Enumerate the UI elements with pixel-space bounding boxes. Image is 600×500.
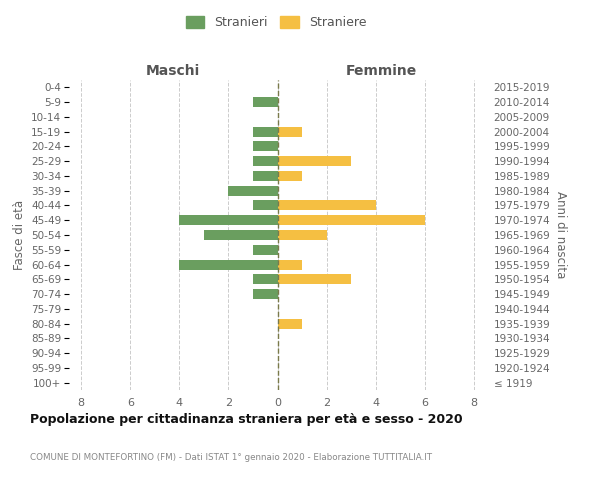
Bar [277,274,351,284]
Bar [277,318,302,328]
Bar [179,260,277,270]
Bar [204,230,277,240]
Y-axis label: Fasce di età: Fasce di età [13,200,26,270]
Bar [253,142,277,152]
Text: Maschi: Maschi [146,64,200,78]
Bar [253,171,277,181]
Legend: Stranieri, Straniere: Stranieri, Straniere [181,11,371,34]
Bar [229,186,277,196]
Bar [253,244,277,255]
Bar [277,200,376,210]
Bar [253,289,277,299]
Text: Popolazione per cittadinanza straniera per età e sesso - 2020: Popolazione per cittadinanza straniera p… [30,412,463,426]
Bar [277,156,351,166]
Text: Femmine: Femmine [346,64,418,78]
Bar [253,200,277,210]
Bar [179,215,277,226]
Bar [253,126,277,136]
Bar [277,230,326,240]
Bar [253,97,277,107]
Text: COMUNE DI MONTEFORTINO (FM) - Dati ISTAT 1° gennaio 2020 - Elaborazione TUTTITAL: COMUNE DI MONTEFORTINO (FM) - Dati ISTAT… [30,452,432,462]
Bar [277,260,302,270]
Bar [277,215,425,226]
Y-axis label: Anni di nascita: Anni di nascita [554,192,567,278]
Bar [277,171,302,181]
Bar [253,156,277,166]
Bar [253,274,277,284]
Bar [277,126,302,136]
